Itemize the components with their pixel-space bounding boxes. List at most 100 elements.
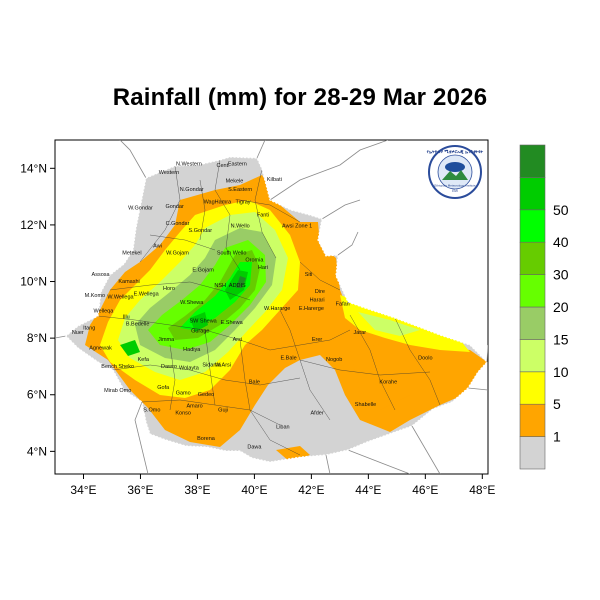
region-label: Horo	[163, 286, 175, 292]
region-label: Itang	[83, 326, 95, 332]
country-outline	[65, 156, 488, 463]
region-label: Bench Sheko	[101, 364, 134, 370]
region-label: Arsi	[233, 337, 242, 343]
region-label: ADDIS	[229, 283, 246, 289]
rainfall-patch-south-2	[276, 446, 310, 462]
x-tick-label: 46°E	[412, 483, 438, 497]
x-tick-label: 48°E	[469, 483, 495, 497]
region-label: E.Harerge	[299, 306, 324, 312]
region-label: Gedeo	[198, 392, 215, 398]
region-label: E.Shewa	[221, 320, 244, 326]
region-label: WagHamra	[204, 200, 233, 206]
region-label: Western	[159, 170, 179, 176]
map-title: Rainfall (mm) for 28-29 Mar 2026	[112, 84, 488, 111]
region-label: Agnewak	[89, 345, 112, 351]
admin-boundaries	[97, 159, 441, 456]
region-label: Korahe	[379, 379, 397, 385]
colorbar-label: 5	[553, 396, 561, 412]
region-label: Awi	[153, 244, 162, 250]
y-tick-label: 6°N	[27, 388, 47, 402]
region-label: W.Arsi	[215, 362, 231, 368]
rainfall-patch-high-4	[120, 340, 140, 356]
colorbar-label: 20	[553, 299, 569, 315]
region-label: Kilbati	[267, 177, 282, 183]
region-label: Sidama	[202, 362, 222, 368]
region-label: S.Eastern	[228, 187, 252, 193]
region-label: Tigray	[235, 200, 250, 206]
region-label: SW Shewa	[190, 319, 218, 325]
region-label: Erer	[312, 337, 323, 343]
region-label: Nuer	[72, 330, 84, 336]
region-label: Wolayta	[179, 365, 200, 371]
colorbar-swatch	[519, 371, 546, 405]
region-label: Awsi Zone 1	[282, 224, 312, 230]
region-label: Cent.	[216, 163, 230, 169]
x-axis-ticks: 34°E 36°E 38°E 40°E 42°E 44°E 46°E 48°E	[70, 474, 495, 497]
region-label: Hadiya	[183, 347, 201, 353]
x-tick-label: 42°E	[298, 483, 324, 497]
region-label: E.Bale	[280, 355, 296, 361]
colorbar-swatch	[519, 306, 546, 340]
region-label: Dawa	[247, 445, 262, 451]
region-label: NSH	[214, 283, 226, 289]
region-label: Illu	[123, 314, 130, 320]
colorbar-swatch	[519, 436, 546, 470]
logo-top-text: የኢትዮጵያ ሚቲዎሮሎጂ ኢንስቲትዩት	[427, 149, 484, 154]
region-label: Welleqa	[94, 309, 115, 315]
region-label: Oromia	[245, 258, 264, 264]
region-label: S.Omo	[143, 408, 160, 414]
region-label: W.Wellega	[107, 295, 134, 301]
y-axis-ticks: 14°N 12°N 10°N 8°N 6°N 4°N	[20, 161, 55, 458]
mountain-icon	[442, 170, 468, 180]
colorbar-label: 30	[553, 267, 569, 283]
region-label: Jimma	[158, 337, 175, 343]
x-tick-label: 34°E	[70, 483, 96, 497]
region-label: Kamashi	[118, 279, 139, 285]
region-label: W.Hararge	[264, 306, 290, 312]
region-label: Mirab Omo	[104, 388, 131, 394]
region-label: Dire	[315, 289, 325, 295]
region-label: Hari	[258, 265, 268, 271]
colorbar-label: 50	[553, 202, 569, 218]
rainfall-patch-high-2	[190, 312, 208, 332]
region-label: Gurage	[191, 328, 209, 334]
region-label: Fanti	[257, 212, 269, 218]
colorbar-swatch	[519, 144, 546, 178]
region-label: W.Gojam	[166, 251, 189, 257]
rainfall-patch-high-3	[236, 276, 246, 288]
y-tick-label: 10°N	[20, 275, 47, 289]
region-label: Guji	[218, 408, 228, 414]
region-label: S.Gondar	[189, 228, 213, 234]
region-label: W.Gondar	[128, 205, 153, 211]
region-label: Bale	[249, 379, 260, 385]
colorbar-label: 15	[553, 331, 569, 347]
colorbar-swatch	[519, 339, 546, 373]
x-tick-label: 38°E	[184, 483, 210, 497]
y-tick-label: 14°N	[20, 161, 47, 175]
region-label: N.Western	[176, 161, 202, 167]
y-tick-label: 12°N	[20, 218, 47, 232]
region-label: W.Shewa	[180, 300, 204, 306]
region-label: Nogob	[326, 357, 342, 363]
region-label: Gondar	[165, 204, 184, 210]
region-label: E.Gojam	[192, 268, 214, 274]
cloud-icon	[445, 162, 465, 172]
region-label: Harari	[310, 297, 325, 303]
region-label: Konso	[175, 411, 191, 417]
rainfall-patch-east	[350, 342, 420, 410]
x-tick-label: 36°E	[127, 483, 153, 497]
region-label: South Wello	[217, 251, 247, 257]
x-tick-label: 40°E	[241, 483, 267, 497]
neighbor-borders	[55, 140, 488, 474]
emi-logo: የኢትዮጵያ ሚቲዎሮሎጂ ኢንስቲትዩት Ethiopian Meteorol…	[427, 145, 484, 199]
colorbar-label: 40	[553, 234, 569, 250]
region-label: Kefa	[138, 357, 150, 363]
region-label: Shabelle	[355, 402, 376, 408]
rainfall-patch-east-pale	[358, 312, 420, 336]
region-label: Doolo	[418, 355, 432, 361]
region-label: N.Wello	[231, 224, 250, 230]
region-label: Borena	[197, 436, 216, 442]
region-label: Metekel	[122, 251, 141, 257]
